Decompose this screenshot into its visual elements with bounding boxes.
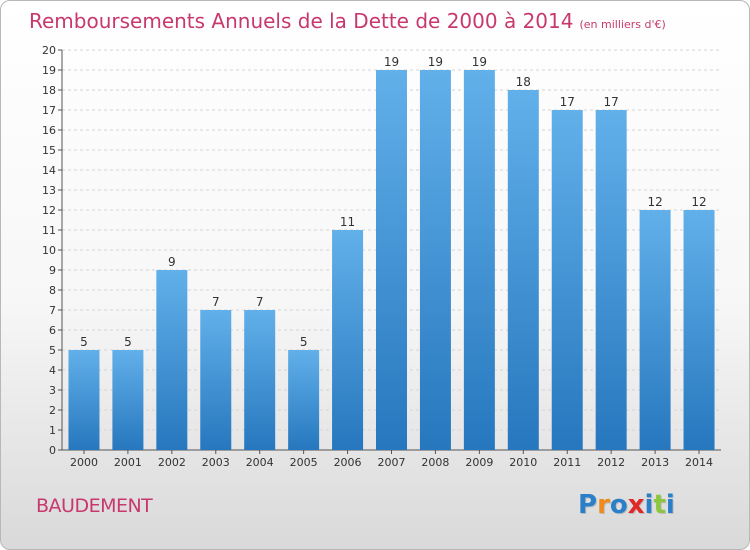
logo-letter: r: [597, 490, 610, 520]
y-tick-label: 1: [49, 424, 56, 437]
logo-letter: P: [578, 490, 598, 520]
bars: [68, 70, 715, 450]
bar-2007: [376, 70, 407, 450]
y-tick-label: 18: [42, 84, 56, 97]
y-tick-label: 7: [49, 304, 56, 317]
chart-title: Remboursements Annuels de la Dette de 20…: [29, 9, 666, 33]
bar-2003: [200, 310, 232, 450]
bar-2013: [639, 210, 671, 450]
y-tick-label: 4: [49, 364, 56, 377]
data-label-2006: 11: [340, 215, 355, 229]
x-tick-label-2001: 2001: [114, 456, 142, 469]
logo-letter: t: [653, 490, 666, 520]
logo-letter: o: [609, 490, 628, 520]
bar-2001: [112, 350, 144, 450]
y-tick-label: 9: [49, 264, 56, 277]
y-tick-label: 6: [49, 324, 56, 337]
y-tick-label: 5: [49, 344, 56, 357]
data-label-2014: 12: [691, 195, 706, 209]
x-tick-label-2014: 2014: [685, 456, 713, 469]
x-tick-label-2008: 2008: [421, 456, 449, 469]
bar-2009: [463, 70, 495, 450]
y-tick-label: 2: [49, 404, 56, 417]
data-label-2004: 7: [256, 295, 264, 309]
chart-title-text: Remboursements Annuels de la Dette de 20…: [29, 9, 574, 33]
y-tick-label: 0: [49, 444, 56, 457]
y-tick-label: 20: [42, 44, 56, 57]
y-tick-label: 15: [42, 144, 56, 157]
data-labels: 5 5 9 7 7 5 11 19 19 19 18 17 17 12 12: [80, 55, 707, 349]
x-tick-label-2002: 2002: [158, 456, 186, 469]
data-label-2010: 18: [516, 75, 531, 89]
y-tick-label: 14: [42, 164, 56, 177]
y-tick-label: 12: [42, 204, 56, 217]
bar-2011: [551, 110, 583, 450]
data-label-2011: 17: [560, 95, 575, 109]
logo-letter: i: [644, 490, 654, 520]
data-label-2008: 19: [428, 55, 443, 69]
x-tick-label-2006: 2006: [334, 456, 362, 469]
x-tick-label-2005: 2005: [290, 456, 318, 469]
x-tick-label-2010: 2010: [509, 456, 537, 469]
data-label-2013: 12: [647, 195, 662, 209]
y-tick-label: 10: [42, 244, 56, 257]
bar-2006: [332, 230, 364, 450]
x-tick-label-2009: 2009: [465, 456, 493, 469]
data-label-2009: 19: [472, 55, 487, 69]
data-label-2003: 7: [212, 295, 220, 309]
data-label-2005: 5: [300, 335, 308, 349]
data-label-2007: 19: [384, 55, 399, 69]
data-label-2001: 5: [124, 335, 132, 349]
bar-2010: [507, 90, 539, 450]
bar-2008: [419, 70, 451, 450]
bar-2002: [156, 270, 188, 450]
y-tick-label: 8: [49, 284, 56, 297]
y-tick-label: 13: [42, 184, 56, 197]
data-label-2012: 17: [604, 95, 619, 109]
x-tick-label-2013: 2013: [641, 456, 669, 469]
y-tick-label: 3: [49, 384, 56, 397]
chart-unit-note: (en milliers d'€): [579, 18, 666, 31]
logo-letter: i: [665, 490, 675, 520]
proxiti-logo: Proxiti: [578, 490, 675, 520]
bar-2012: [595, 110, 627, 450]
y-tick-label: 16: [42, 124, 56, 137]
y-tick-label: 11: [42, 224, 56, 237]
logo-letter: x: [627, 490, 645, 520]
y-tick-label: 17: [42, 104, 56, 117]
y-tick-label: 19: [42, 64, 56, 77]
data-label-2002: 9: [168, 255, 176, 269]
bar-2000: [68, 350, 100, 450]
x-tick-label-2007: 2007: [378, 456, 406, 469]
x-tick-label-2000: 2000: [70, 456, 98, 469]
x-tick-label-2004: 2004: [246, 456, 274, 469]
bar-2004: [244, 310, 276, 450]
x-tick-label-2012: 2012: [597, 456, 625, 469]
commune-name: BAUDEMENT: [36, 495, 153, 517]
bar-2014: [683, 210, 715, 450]
x-tick-label-2011: 2011: [553, 456, 581, 469]
x-tick-label-2003: 2003: [202, 456, 230, 469]
bar-2005: [288, 350, 320, 450]
data-label-2000: 5: [80, 335, 88, 349]
